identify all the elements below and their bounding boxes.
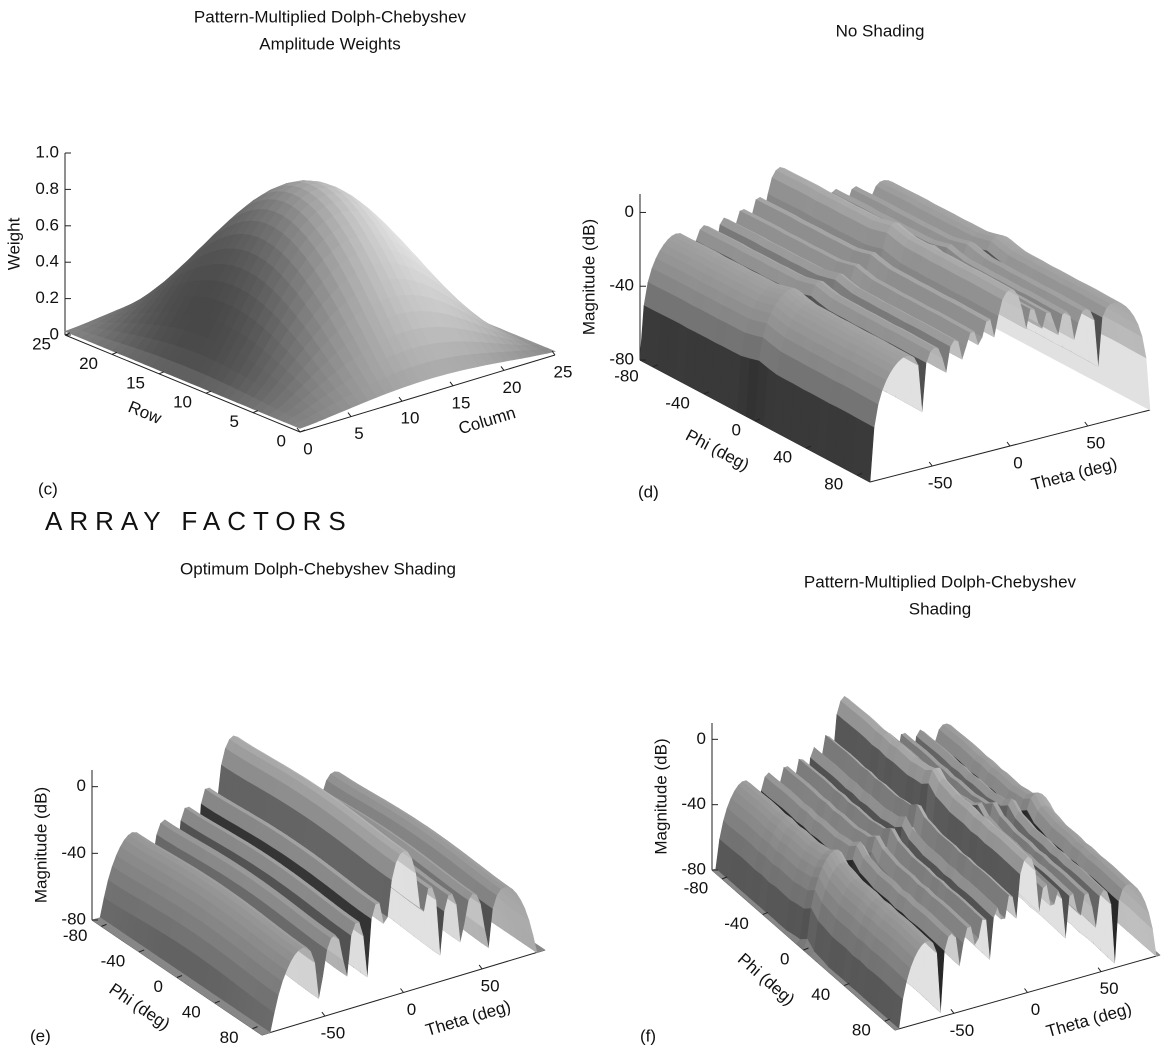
y-tick (206, 391, 211, 393)
panel: Pattern-Multiplied Dolph-Chebyshev Amplit… (4, 7, 572, 498)
panel-label: (d) (638, 482, 659, 501)
y-tick-label: 5 (230, 412, 239, 431)
y-tick (253, 411, 258, 413)
z-tick-label: 0.4 (35, 252, 59, 271)
panel: No Shading(d)-80-400-80-4004080-50050Mag… (579, 21, 1150, 501)
panel: Pattern-Multiplied Dolph-Chebyshev Shadin… (640, 572, 1160, 1045)
x-tick-label: 50 (481, 976, 500, 995)
y-axis-label: Phi (deg) (683, 426, 753, 475)
x-tick-label: 0 (1013, 453, 1022, 472)
x-tick-label: 0 (303, 439, 312, 458)
y-tick-label: -40 (665, 393, 690, 412)
y-tick-label: -80 (614, 366, 639, 385)
y-tick-label: 80 (824, 475, 843, 494)
x-tick (479, 965, 482, 969)
z-tick-label: 0 (77, 776, 86, 795)
x-tick (1007, 442, 1010, 446)
x-tick-label: 50 (1086, 433, 1105, 452)
chart-title: Shading (909, 599, 971, 618)
x-tick-label: 15 (452, 393, 471, 412)
x-tick-label: 20 (503, 378, 522, 397)
x-tick (348, 413, 351, 417)
y-tick-label: 25 (32, 334, 51, 353)
z-axis-label: Magnitude (dB) (31, 787, 50, 903)
y-tick-label: 80 (220, 1028, 239, 1047)
figure: ARRAY FACTORS Pattern-Multiplied Dolph-C… (0, 0, 1171, 1047)
surface (640, 167, 1150, 482)
y-tick (159, 372, 164, 374)
figure-heading: ARRAY FACTORS (45, 506, 353, 536)
x-axis-label: Theta (deg) (423, 996, 513, 1039)
x-tick-label: 10 (401, 409, 420, 428)
y-tick-label: -80 (63, 926, 88, 945)
y-tick (112, 352, 117, 354)
x-tick-label: 0 (407, 1000, 416, 1019)
x-tick (450, 382, 453, 386)
chart-title: Optimum Dolph-Chebyshev Shading (180, 559, 456, 578)
x-tick (401, 989, 404, 993)
x-tick (501, 366, 504, 370)
z-tick-label: 1.0 (35, 142, 59, 161)
x-tick (399, 397, 402, 401)
x-tick-label: -50 (321, 1024, 346, 1043)
y-tick-label: 10 (173, 393, 192, 412)
z-axis-label: Weight (4, 217, 23, 270)
z-tick-label: 0.6 (35, 215, 59, 234)
y-axis-label: Phi (deg) (106, 979, 174, 1033)
y-tick-label: -40 (101, 951, 126, 970)
x-axis-label: Theta (deg) (1029, 454, 1119, 494)
chart-title: Pattern-Multiplied Dolph-Chebyshev (194, 7, 467, 26)
z-tick-label: -40 (61, 843, 86, 862)
chart-title: Amplitude Weights (259, 34, 400, 53)
y-tick-label: 0 (732, 420, 741, 439)
panel: Optimum Dolph-Chebyshev Shading (e) -80 -40… (30, 559, 545, 1047)
x-tick (929, 462, 932, 466)
x-tick-label: -50 (928, 473, 953, 492)
z-tick-label: 0.8 (35, 179, 59, 198)
y-tick-label: 20 (79, 354, 98, 373)
z-tick-label: 0 (625, 202, 634, 221)
y-axis-label: Row (126, 397, 165, 428)
x-tick (1085, 422, 1088, 426)
y-tick-label: 0 (154, 977, 163, 996)
z-axis-label: Magnitude (dB) (579, 219, 598, 335)
y-tick-label: 40 (182, 1003, 201, 1022)
chart-title: No Shading (836, 21, 925, 40)
x-tick-label: 5 (354, 424, 363, 443)
z-tick-label: -40 (609, 276, 634, 295)
x-tick (322, 1012, 325, 1016)
panel-label: (e) (30, 1026, 51, 1045)
chart-title: Pattern-Multiplied Dolph-Chebyshev (804, 572, 1077, 591)
y-tick-label: 0 (277, 431, 286, 450)
z-tick-label: 0.2 (35, 288, 59, 307)
x-tick-label: 25 (554, 362, 573, 381)
panel-label: (c) (38, 479, 58, 498)
panel-label: (f) (640, 1026, 656, 1045)
y-tick-label: 15 (126, 373, 145, 392)
y-tick-label: 40 (773, 448, 792, 467)
